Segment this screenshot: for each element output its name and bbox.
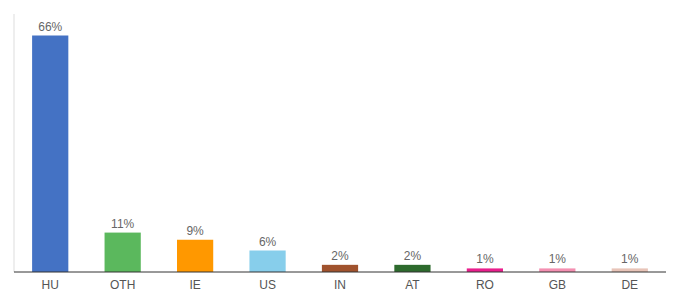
data-label: 66% xyxy=(38,20,62,34)
chart-container: 66% 11% 9% 6% 2% 2% 1% 1% 1% HU OTH IE US IN AT RO GB DE xyxy=(0,0,680,300)
x-tick-label: HU xyxy=(42,278,59,292)
data-label: 1% xyxy=(476,252,494,266)
data-label: 11% xyxy=(111,217,134,231)
x-tick-label: IN xyxy=(334,278,346,292)
data-label: 2% xyxy=(331,249,349,263)
bar xyxy=(322,265,358,272)
y-axis-line xyxy=(14,14,15,272)
x-tick-label: AT xyxy=(405,278,420,292)
bar xyxy=(612,268,648,272)
data-label: 1% xyxy=(549,252,567,266)
bar xyxy=(105,233,141,272)
data-label: 2% xyxy=(404,249,422,263)
x-tick-label: DE xyxy=(621,278,638,292)
bars xyxy=(32,36,648,273)
x-axis-line xyxy=(14,272,666,273)
bar xyxy=(539,268,575,272)
x-tick-label: IE xyxy=(189,278,200,292)
bar xyxy=(394,265,430,272)
bar xyxy=(32,36,68,273)
x-tick-label: GB xyxy=(549,278,566,292)
x-tick-label: OTH xyxy=(110,278,135,292)
data-label: 6% xyxy=(259,235,277,249)
bar xyxy=(249,251,285,273)
bar xyxy=(467,268,503,272)
bar xyxy=(177,240,213,272)
chart: 66% 11% 9% 6% 2% 2% 1% 1% 1% HU OTH IE US IN AT RO GB DE xyxy=(0,0,680,300)
x-tick-label: RO xyxy=(476,278,494,292)
x-tick-label: US xyxy=(259,278,276,292)
data-label: 9% xyxy=(186,224,204,238)
data-label: 1% xyxy=(621,252,639,266)
